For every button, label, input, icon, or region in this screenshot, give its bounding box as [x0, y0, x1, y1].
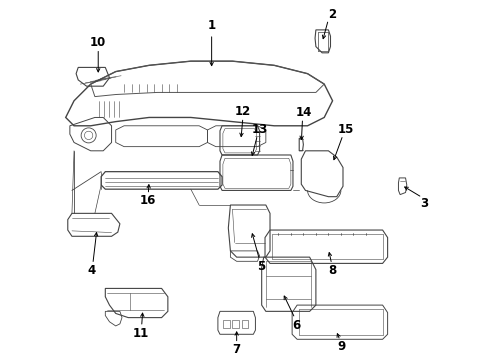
Text: 3: 3	[420, 197, 428, 210]
Text: 12: 12	[235, 105, 251, 118]
Text: 16: 16	[139, 194, 156, 207]
Text: 1: 1	[208, 19, 216, 32]
Text: 4: 4	[88, 264, 96, 277]
Text: 5: 5	[257, 260, 265, 273]
Text: 15: 15	[338, 123, 354, 136]
Text: 7: 7	[233, 343, 241, 356]
Text: 13: 13	[251, 123, 268, 136]
Text: 9: 9	[338, 340, 346, 353]
Text: 6: 6	[292, 319, 300, 332]
Text: 8: 8	[328, 264, 337, 278]
Text: 14: 14	[295, 106, 312, 119]
Text: 10: 10	[90, 36, 106, 49]
Text: 2: 2	[328, 8, 336, 21]
Text: 11: 11	[133, 327, 149, 340]
